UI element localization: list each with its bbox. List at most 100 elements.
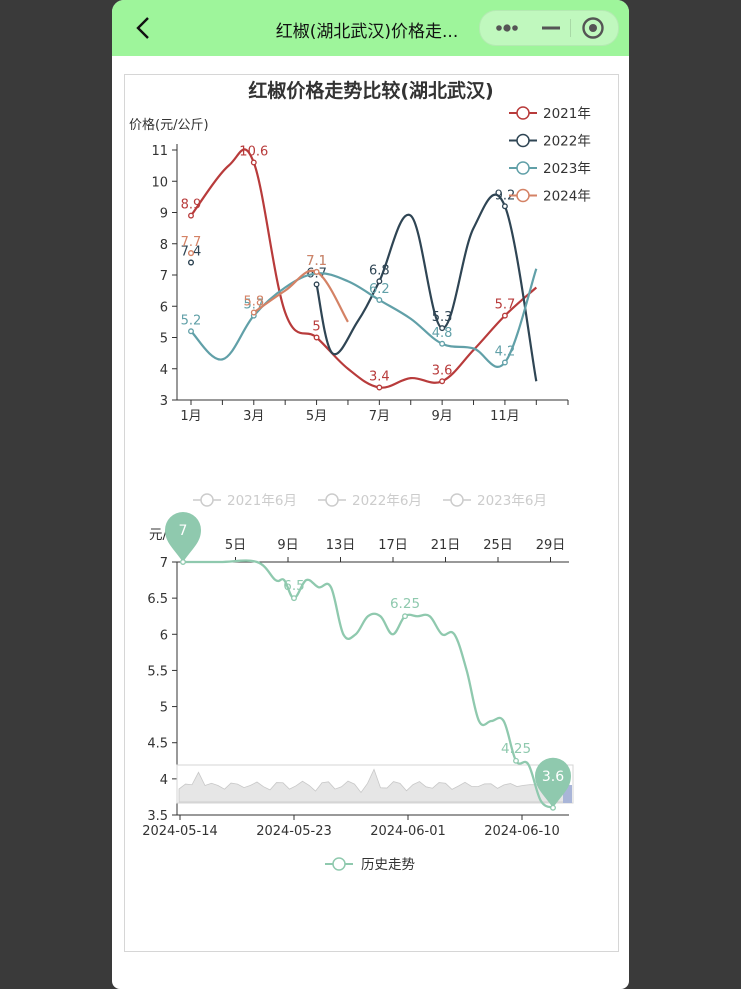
capsule-divider: [570, 19, 571, 37]
series-2022年-point: [501, 203, 508, 210]
series-2022年-point: [188, 259, 194, 266]
y-tick-label: 11: [151, 144, 168, 159]
x-tick-label: 7月: [369, 409, 390, 424]
legend-marker: [516, 106, 530, 120]
x-tick-label: 11月: [490, 409, 520, 424]
series-2022年-data-label: 9.2: [495, 188, 516, 203]
series-2022年-data-label: 6.8: [369, 263, 390, 278]
series-2023年-data-label: 4.8: [432, 326, 453, 341]
x-top-tick-label: 5日: [225, 538, 246, 553]
legend-item: 2024年: [543, 189, 591, 205]
zoom-slider-overview: [178, 768, 570, 803]
series-2023年-point: [376, 297, 383, 303]
history-series-point: [402, 613, 408, 620]
history-data-label: 6.5: [283, 578, 304, 594]
x-bottom-tick-label: 2024-06-10: [484, 824, 560, 839]
y-tick-label: 4: [160, 773, 168, 788]
y-tick-label: 5: [160, 701, 168, 716]
legend-marker: [516, 161, 530, 175]
x-bottom-tick-label: 2024-06-01: [370, 824, 446, 839]
legend-item: 2021年: [543, 106, 591, 122]
y-tick-label: 4: [160, 363, 168, 378]
series-2021年-point: [376, 384, 383, 391]
series-2023年-data-label: 4.2: [495, 345, 516, 360]
legend-marker: [516, 188, 530, 203]
pin-marker-shape: [535, 757, 571, 808]
x-top-tick-label: 13日: [326, 538, 356, 553]
series-2024年-point: [188, 250, 194, 257]
chart-title: 红椒价格走势比较(湖北武汉): [248, 79, 493, 102]
series-2021年-point: [439, 378, 446, 385]
series-2023年-data-label: 7.1: [306, 254, 327, 269]
chevron-left-icon: [136, 17, 149, 39]
more-button[interactable]: [484, 11, 530, 45]
y-tick-label: 8: [160, 238, 168, 253]
back-button[interactable]: [126, 12, 160, 44]
history-trend-chart[interactable]: 2021年6月2022年6月2023年6月元/公斤1日5日9日13日17日21日…: [125, 475, 618, 945]
y-axis-label: 价格(元/公斤): [129, 117, 209, 133]
y-tick-label: 3: [160, 394, 168, 409]
y-tick-label: 6: [160, 628, 168, 643]
series-2021年-data-label: 10.6: [239, 145, 268, 160]
mini-program-capsule: [479, 10, 619, 46]
y-tick-label: 9: [160, 207, 168, 222]
close-button[interactable]: [572, 11, 618, 45]
history-series-line: [183, 559, 554, 809]
legend-item: 2023年: [543, 161, 591, 177]
series-2023年-data-label: 6.2: [369, 282, 390, 297]
chart-card: 红椒价格走势比较(湖北武汉) 价格(元/公斤) 3 4 5 6 7 8 9 10 11 1月 3月 5月 7…: [124, 74, 619, 952]
series-2021年-line: [190, 148, 538, 389]
phone-screen: 红椒(湖北武汉)价格走...: [112, 0, 629, 989]
legend-marker: [516, 133, 530, 148]
series-2024年-point: [250, 309, 257, 316]
y-tick-label: 7: [160, 556, 168, 571]
minimize-icon: [542, 26, 560, 30]
series-2021年-point: [250, 159, 257, 166]
series-2024年-line: [253, 269, 349, 323]
x-bottom-tick-label: 2024-05-23: [256, 824, 332, 839]
x-top-tick-label: 9日: [277, 538, 298, 553]
legend-item: 2022年6月: [352, 493, 422, 509]
series-2024年-data-label: 5.8: [243, 295, 264, 310]
history-series-point: [291, 595, 297, 602]
x-top-tick-label: 25日: [483, 538, 513, 553]
pin-marker-label: 3.6: [542, 769, 564, 785]
legend-marker: [325, 493, 339, 507]
history-series-point: [513, 757, 519, 764]
y-tick-label: 6.5: [147, 592, 168, 607]
pin-marker: 7: [165, 512, 201, 562]
pin-marker: 3.6: [535, 757, 571, 808]
series-2021年-point: [188, 212, 194, 219]
legend-item: 2021年6月: [227, 493, 297, 509]
history-data-label: 6.25: [390, 596, 420, 612]
y-tick-label: 5.5: [147, 664, 168, 679]
x-tick-label: 3月: [243, 409, 264, 424]
series-2021年-data-label: 5: [312, 320, 320, 335]
series-2022年-point: [313, 281, 320, 288]
minimize-button[interactable]: [528, 11, 574, 45]
legend-marker: [332, 857, 346, 871]
y-tick-label: 7: [160, 269, 168, 284]
series-2024年-data-label: 7.7: [181, 235, 202, 250]
x-tick-label: 5月: [306, 409, 327, 424]
legend-item: 2022年: [543, 134, 591, 150]
x-top-tick-label: 29日: [536, 538, 566, 553]
yearly-comparison-chart: 红椒价格走势比较(湖北武汉) 价格(元/公斤) 3 4 5 6 7 8 9 10 11 1月 3月 5月 7…: [129, 79, 591, 424]
series-2024年-data-label: 7.1: [306, 254, 327, 269]
series-2023年-data-label: 5.2: [181, 313, 202, 328]
series-2022年-data-label: 5.3: [432, 310, 453, 325]
zoom-slider-handle: [563, 785, 572, 803]
pin-marker-label: 7: [179, 523, 188, 539]
y-tick-label: 10: [151, 175, 168, 190]
series-2021年-data-label: 3.6: [432, 363, 453, 378]
history-data-label: 4.25: [501, 741, 531, 757]
history-series-point: [180, 559, 186, 565]
navigation-bar: 红椒(湖北武汉)价格走...: [112, 0, 629, 56]
series-2021年-data-label: 5.7: [495, 298, 516, 313]
series-2021年-data-label: 3.4: [369, 370, 390, 385]
y-tick-label: 5: [160, 332, 168, 347]
series-2024年-point: [313, 268, 320, 275]
legend-marker: [450, 493, 464, 507]
y-tick-label: 3.5: [147, 809, 168, 824]
x-top-tick-label: 21日: [431, 538, 461, 553]
